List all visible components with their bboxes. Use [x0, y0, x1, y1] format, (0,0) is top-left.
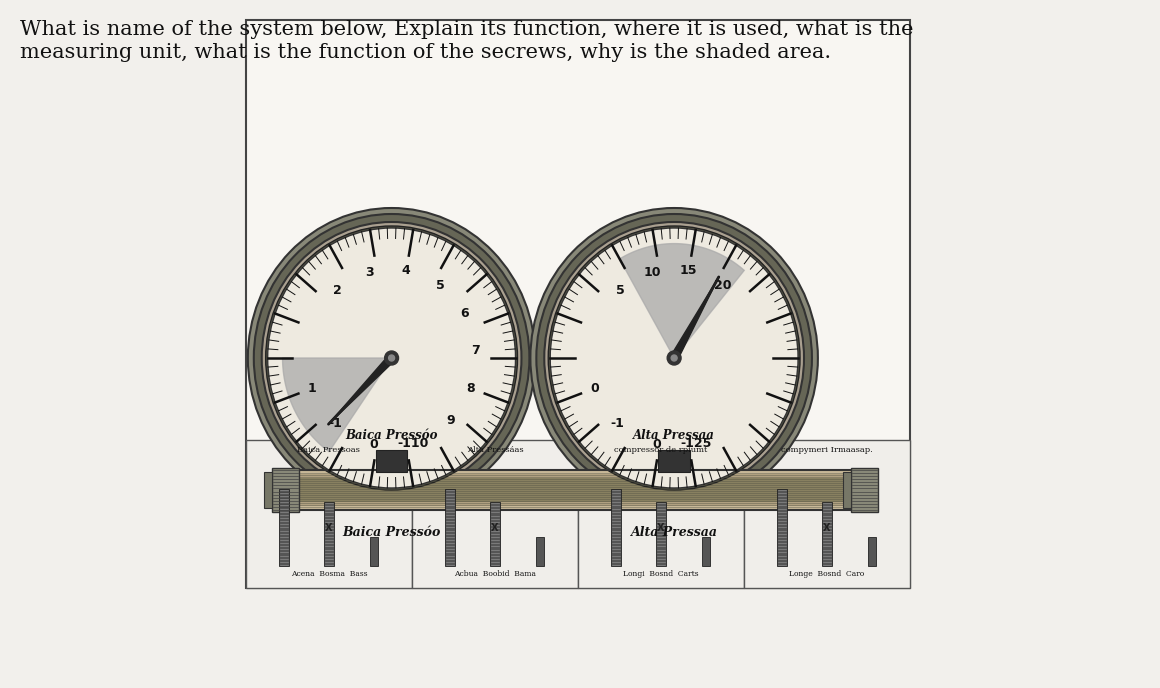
Text: Longe  Bosnd  Caro: Longe Bosnd Caro — [790, 570, 864, 578]
Ellipse shape — [262, 222, 522, 494]
Ellipse shape — [254, 214, 529, 502]
Bar — [288, 470, 863, 510]
Bar — [658, 450, 690, 472]
Text: 2: 2 — [333, 283, 342, 297]
Text: 3: 3 — [365, 266, 374, 279]
Text: 8: 8 — [466, 382, 476, 395]
Bar — [271, 468, 299, 512]
Text: 10: 10 — [644, 266, 661, 279]
Bar — [288, 474, 863, 506]
Bar — [324, 502, 334, 566]
Bar — [374, 440, 409, 470]
Bar — [702, 537, 710, 566]
Bar — [660, 470, 688, 503]
Bar — [288, 470, 863, 510]
Text: What is name of the system below, Explain its function, where it is used, what i: What is name of the system below, Explai… — [20, 20, 913, 39]
Text: 0: 0 — [370, 438, 378, 451]
Ellipse shape — [536, 214, 812, 502]
Text: 0: 0 — [652, 438, 661, 451]
Bar — [378, 470, 406, 503]
Bar — [376, 450, 407, 472]
Ellipse shape — [550, 228, 798, 488]
Text: Alta Pressaa: Alta Pressaa — [633, 429, 715, 442]
Bar — [822, 502, 832, 566]
Text: Baica Pressóo: Baica Pressóo — [342, 526, 441, 539]
Bar — [657, 502, 666, 566]
Bar — [288, 478, 863, 502]
Text: -1: -1 — [328, 417, 342, 430]
Bar — [445, 488, 455, 566]
Bar — [370, 537, 378, 566]
Bar — [868, 537, 876, 566]
Bar — [412, 440, 578, 588]
Text: 20: 20 — [713, 279, 731, 292]
Text: measuring unit, what is the function of the secrews, why is the shaded area.: measuring unit, what is the function of … — [20, 43, 831, 62]
Text: Alta Pressaa: Alta Pressaa — [631, 526, 718, 539]
Text: X: X — [325, 523, 333, 533]
Ellipse shape — [544, 222, 804, 494]
Text: Longi  Bosnd  Carts: Longi Bosnd Carts — [623, 570, 698, 578]
Bar — [578, 440, 744, 588]
Polygon shape — [283, 358, 392, 452]
Text: -1: -1 — [611, 417, 625, 430]
Bar — [263, 472, 271, 508]
Bar — [744, 440, 911, 588]
Text: X: X — [824, 523, 831, 533]
Bar — [777, 488, 788, 566]
Text: 0: 0 — [590, 382, 600, 395]
Text: 7: 7 — [471, 344, 480, 357]
Text: X: X — [491, 523, 499, 533]
Ellipse shape — [268, 228, 515, 488]
Text: 15: 15 — [680, 264, 697, 277]
Text: compymeri Irmaasap.: compymeri Irmaasap. — [781, 446, 873, 454]
Bar — [280, 488, 289, 566]
Text: Acbua  Boobid  Bama: Acbua Boobid Bama — [454, 570, 536, 578]
Bar — [246, 20, 911, 588]
Ellipse shape — [530, 208, 818, 508]
Bar — [490, 502, 500, 566]
Text: 9: 9 — [447, 414, 456, 427]
Text: compressor de rpiumt: compressor de rpiumt — [615, 446, 708, 454]
Text: Alta Pressáas: Alta Pressáas — [466, 446, 523, 454]
Text: -125: -125 — [680, 437, 711, 450]
Circle shape — [672, 355, 677, 361]
Text: 1: 1 — [309, 382, 317, 395]
Text: Acena  Bosma  Bass: Acena Bosma Bass — [290, 570, 368, 578]
Text: Baica Pressoas: Baica Pressoas — [297, 446, 361, 454]
Ellipse shape — [248, 208, 536, 508]
Text: Baica Pressóo: Baica Pressóo — [346, 429, 437, 442]
Bar — [842, 472, 850, 508]
Bar — [850, 468, 878, 512]
Text: 5: 5 — [435, 279, 444, 292]
Polygon shape — [670, 277, 719, 360]
Text: 6: 6 — [461, 308, 469, 321]
Circle shape — [667, 351, 681, 365]
Text: X: X — [658, 523, 665, 533]
Text: 4: 4 — [401, 264, 411, 277]
Polygon shape — [328, 355, 394, 424]
Circle shape — [385, 351, 399, 365]
Circle shape — [389, 355, 394, 361]
Bar — [611, 488, 621, 566]
Bar — [657, 440, 693, 470]
Text: 5: 5 — [616, 283, 624, 297]
Bar — [246, 440, 412, 588]
Polygon shape — [619, 244, 745, 358]
Ellipse shape — [549, 226, 800, 490]
Text: -110: -110 — [398, 437, 429, 450]
Ellipse shape — [266, 226, 517, 490]
Bar — [536, 537, 544, 566]
